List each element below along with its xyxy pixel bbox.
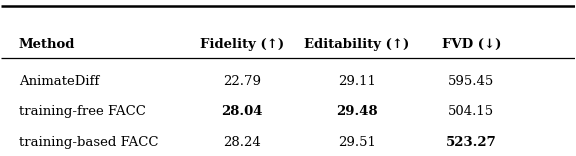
Text: Editability (↑): Editability (↑) (304, 38, 410, 51)
Text: AnimateDiff: AnimateDiff (18, 75, 99, 88)
Text: 595.45: 595.45 (448, 75, 495, 88)
Text: training-based FACC: training-based FACC (18, 136, 158, 149)
Text: 29.51: 29.51 (338, 136, 376, 149)
Text: 29.48: 29.48 (336, 105, 378, 118)
Text: Fidelity (↑): Fidelity (↑) (200, 38, 284, 51)
Text: 29.11: 29.11 (338, 75, 376, 88)
Text: 523.27: 523.27 (446, 136, 497, 149)
Text: 504.15: 504.15 (448, 105, 494, 118)
Text: training-free FACC: training-free FACC (18, 105, 146, 118)
Text: FVD (↓): FVD (↓) (442, 38, 501, 51)
Text: 28.04: 28.04 (221, 105, 263, 118)
Text: Method: Method (18, 38, 75, 51)
Text: 22.79: 22.79 (223, 75, 261, 88)
Text: 28.24: 28.24 (223, 136, 261, 149)
